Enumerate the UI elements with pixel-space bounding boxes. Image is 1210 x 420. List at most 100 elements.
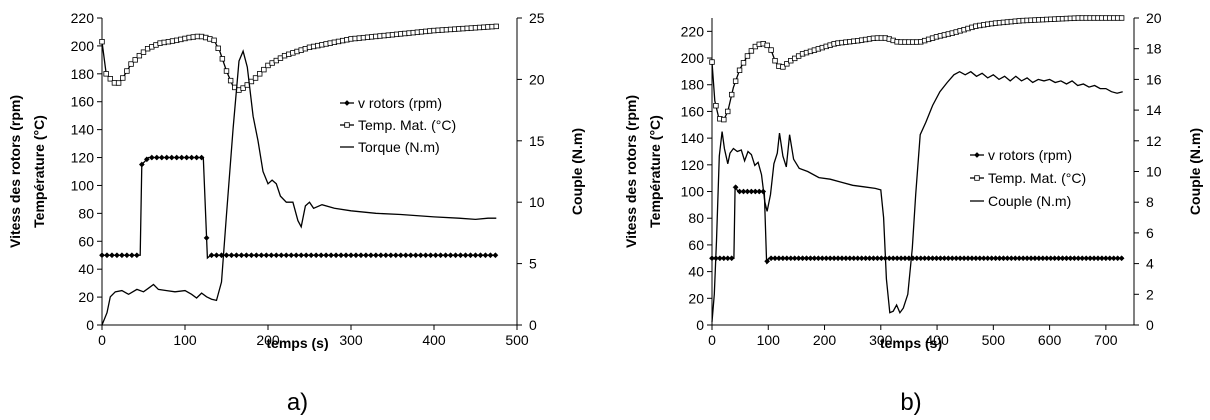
data-point bbox=[1047, 255, 1054, 262]
legend-entry: v rotors (rpm) bbox=[358, 95, 442, 111]
data-point bbox=[858, 255, 865, 262]
data-point bbox=[99, 39, 105, 45]
data-point bbox=[1051, 255, 1058, 262]
data-point bbox=[183, 154, 190, 161]
y-tick-label: 220 bbox=[71, 10, 95, 26]
data-point bbox=[815, 255, 822, 262]
data-point bbox=[447, 252, 454, 259]
y-tick-label: 200 bbox=[71, 38, 95, 54]
data-point bbox=[957, 255, 964, 262]
y2-tick-label: 5 bbox=[529, 256, 537, 272]
data-point bbox=[240, 85, 246, 91]
legend-marker bbox=[974, 152, 980, 158]
data-point bbox=[905, 255, 912, 262]
data-point bbox=[779, 255, 786, 262]
legend-marker bbox=[974, 175, 980, 181]
data-point bbox=[870, 255, 877, 262]
data-point bbox=[878, 255, 885, 262]
data-point bbox=[819, 255, 826, 262]
data-point bbox=[462, 252, 469, 259]
legend-entry: Temp. Mat. (°C) bbox=[358, 117, 456, 133]
data-point bbox=[124, 68, 130, 74]
data-point bbox=[258, 252, 265, 259]
data-point bbox=[913, 255, 920, 262]
series-square-1 bbox=[709, 15, 1125, 123]
data-point bbox=[203, 234, 210, 241]
data-point bbox=[298, 252, 305, 259]
data-point bbox=[278, 252, 285, 259]
data-point bbox=[328, 252, 335, 259]
data-point bbox=[1059, 255, 1066, 262]
data-point bbox=[787, 255, 794, 262]
data-point bbox=[1098, 255, 1105, 262]
data-point bbox=[136, 52, 143, 59]
data-point bbox=[397, 252, 404, 259]
y2-tick-label: 20 bbox=[529, 71, 545, 87]
data-point bbox=[925, 255, 932, 262]
data-point bbox=[168, 154, 175, 161]
y-tick-label: 20 bbox=[78, 289, 94, 305]
legend-entry: Temp. Mat. (°C) bbox=[988, 170, 1086, 186]
y-tick-label: 140 bbox=[681, 130, 705, 146]
data-point bbox=[929, 255, 936, 262]
legend-entry: Couple (N.m) bbox=[988, 193, 1071, 209]
data-point bbox=[937, 255, 944, 262]
y-axis-title: Vitess des rotors (rpm) bbox=[623, 95, 639, 248]
data-point bbox=[772, 58, 778, 64]
data-point bbox=[338, 252, 344, 259]
data-point bbox=[1055, 255, 1062, 262]
data-point bbox=[208, 252, 215, 259]
panel-label: a) bbox=[287, 389, 308, 416]
legend-entry: Torque (N.m) bbox=[358, 139, 440, 155]
data-point bbox=[252, 75, 259, 81]
data-point bbox=[992, 255, 999, 262]
y2-tick-label: 15 bbox=[529, 133, 545, 149]
x-tick-label: 500 bbox=[982, 332, 1006, 348]
data-point bbox=[898, 255, 905, 262]
data-point bbox=[313, 252, 320, 259]
x-tick-label: 0 bbox=[98, 332, 106, 348]
x-tick-label: 400 bbox=[422, 332, 446, 348]
data-point bbox=[427, 252, 434, 259]
data-point bbox=[961, 255, 968, 262]
data-point bbox=[148, 154, 155, 161]
data-point bbox=[158, 154, 165, 161]
data-point bbox=[725, 108, 731, 115]
data-point bbox=[178, 154, 185, 161]
y2-tick-label: 20 bbox=[1146, 10, 1162, 26]
data-point bbox=[1083, 255, 1090, 262]
data-point bbox=[949, 255, 956, 262]
data-point bbox=[764, 258, 771, 265]
data-point bbox=[109, 252, 115, 259]
x-tick-label: 400 bbox=[925, 332, 949, 348]
y2-tick-label: 0 bbox=[1146, 317, 1154, 333]
y-tick-label: 60 bbox=[688, 237, 704, 253]
y-axis-title: Vitess des rotors (rpm) bbox=[7, 95, 23, 248]
data-point bbox=[720, 255, 727, 262]
data-point bbox=[728, 91, 735, 98]
data-point bbox=[1110, 255, 1117, 262]
data-point bbox=[104, 252, 110, 259]
y2-tick-label: 4 bbox=[1146, 256, 1154, 272]
data-point bbox=[709, 255, 715, 262]
y-tick-label: 0 bbox=[696, 317, 704, 333]
data-point bbox=[854, 255, 861, 262]
data-point bbox=[803, 255, 810, 262]
data-point bbox=[227, 77, 234, 84]
data-point bbox=[811, 255, 818, 262]
series-diamond-0 bbox=[709, 184, 1125, 265]
data-point bbox=[846, 255, 853, 262]
data-point bbox=[103, 71, 109, 77]
data-point bbox=[996, 255, 1003, 262]
y2-tick-label: 2 bbox=[1146, 286, 1154, 302]
data-point bbox=[728, 255, 735, 262]
data-point bbox=[799, 255, 806, 262]
data-point bbox=[228, 252, 235, 259]
y-axis-title: Température (°C) bbox=[647, 115, 663, 228]
series-diamond-0 bbox=[99, 154, 499, 260]
data-point bbox=[1118, 15, 1125, 21]
data-point bbox=[886, 255, 893, 262]
chart-panel-a: 0 20 40 60 80 100 120 140 160 180 200 220 0 5 10 15 20 25… bbox=[7, 10, 585, 416]
y2-axis-title: Couple (N.m) bbox=[569, 128, 585, 215]
data-point bbox=[118, 252, 125, 259]
